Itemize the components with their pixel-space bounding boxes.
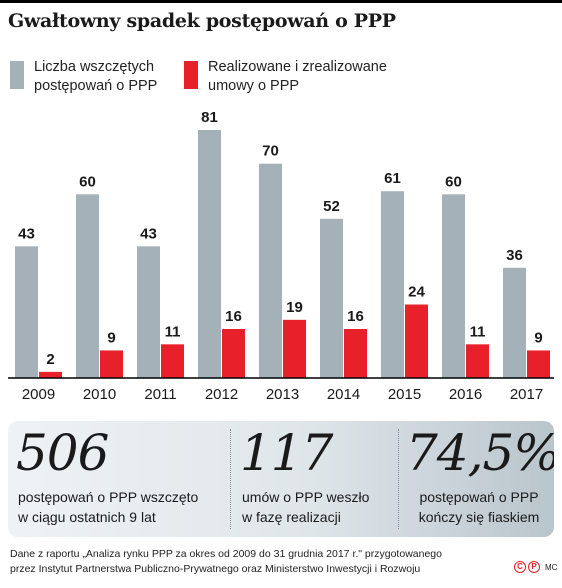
x-tick-label: 2017 — [510, 386, 543, 403]
source-line1: Dane z raportu „Analiza rynku PPP za okr… — [10, 548, 442, 560]
bar-initiated — [137, 246, 160, 378]
source-note: Dane z raportu „Analiza rynku PPP za okr… — [10, 547, 510, 577]
publisher-icon: P — [528, 561, 540, 573]
bar-realized — [405, 304, 428, 378]
stat-realized-total: 117 umów o PPP weszło w fazę realizacji — [232, 421, 394, 537]
data-label-realized: 16 — [347, 308, 364, 325]
bar-realized — [39, 371, 62, 378]
bar-initiated — [76, 194, 99, 378]
stat-caption-line2: kończy się fiaskiem — [418, 509, 540, 525]
bar-initiated — [15, 246, 38, 378]
data-label-realized: 16 — [225, 308, 242, 325]
stat-initiated-total: 506 postępowań o PPP wszczęto w ciągu os… — [8, 421, 226, 537]
data-label-initiated: 60 — [79, 173, 96, 190]
x-tick-label: 2013 — [266, 386, 299, 403]
data-label-initiated: 61 — [384, 170, 401, 187]
legend-item-realized: Realizowane i zrealizowane umowy o PPP — [184, 58, 474, 98]
legend-label-realized-line1: Realizowane i zrealizowane — [208, 59, 387, 75]
bar-initiated — [503, 267, 526, 378]
stat-value: 506 — [16, 424, 109, 482]
bar-initiated — [259, 163, 282, 378]
data-label-initiated: 36 — [506, 247, 523, 264]
bar-realized — [161, 344, 184, 378]
legend-swatch-realized — [184, 61, 198, 89]
source-line2: przez Instytut Partnerstwa Publiczno-Pry… — [10, 563, 421, 575]
legend-label-realized-line2: umowy o PPP — [208, 78, 300, 94]
x-tick-label: 2016 — [449, 386, 482, 403]
legend-label-realized: Realizowane i zrealizowane umowy o PPP — [208, 58, 387, 96]
chart-title: Gwałtowny spadek postępowań o PPP — [8, 10, 396, 32]
data-label-realized: 11 — [470, 323, 486, 340]
bar-realized — [100, 350, 123, 378]
data-label-realized: 9 — [107, 329, 115, 346]
stats-panel: 506 postępowań o PPP wszczęto w ciągu os… — [8, 421, 554, 537]
stat-failure-rate: 74,5% postępowań o PPP kończy się fiaski… — [400, 421, 554, 537]
bar-realized — [344, 329, 367, 378]
bar-realized — [527, 350, 550, 378]
bar-initiated — [198, 130, 221, 378]
stat-caption-line2: w ciągu ostatnich 9 lat — [18, 509, 156, 525]
bar-initiated — [442, 194, 465, 378]
x-tick-label: 2012 — [205, 386, 238, 403]
x-tick-label: 2010 — [83, 386, 116, 403]
credit: C P MC — [514, 560, 557, 574]
stat-caption-line1: postępowań o PPP wszczęto — [18, 489, 199, 505]
bar-initiated — [381, 191, 404, 378]
x-tick-label: 2015 — [388, 386, 421, 403]
data-label-realized: 2 — [46, 351, 54, 368]
legend-label-initiated-line1: Liczba wszczętych — [34, 59, 155, 75]
stat-value: 117 — [240, 424, 333, 482]
data-label-initiated: 43 — [18, 225, 35, 242]
stat-divider — [230, 429, 231, 529]
data-label-realized: 24 — [408, 284, 425, 301]
bar-realized — [222, 329, 245, 378]
stat-caption: postępowań o PPP kończy się fiaskiem — [404, 487, 554, 527]
bar-chart: 43 2 2009 60 9 2010 43 11 2011 81 16 2012 70 19 2013 52… — [8, 109, 554, 403]
legend-item-initiated: Liczba wszczętych postępowań o PPP — [10, 58, 210, 98]
stat-value: 74,5% — [406, 424, 554, 482]
stat-caption-line2: w fazę realizacji — [242, 509, 341, 525]
legend-label-initiated-line2: postępowań o PPP — [34, 78, 158, 94]
stat-caption: postępowań o PPP wszczęto w ciągu ostatn… — [18, 487, 198, 527]
data-label-realized: 19 — [286, 299, 303, 316]
data-label-realized: 9 — [534, 329, 542, 346]
data-label-initiated: 43 — [140, 225, 157, 242]
stat-caption-line1: postępowań o PPP — [419, 489, 539, 505]
data-label-initiated: 52 — [323, 198, 340, 215]
x-tick-label: 2009 — [22, 386, 55, 403]
copyright-icon: C — [514, 561, 526, 573]
data-label-realized: 11 — [165, 323, 181, 340]
stat-divider — [398, 429, 399, 529]
credit-author: MC — [545, 562, 558, 572]
data-label-initiated: 81 — [201, 109, 218, 126]
x-tick-label: 2014 — [327, 386, 360, 403]
stat-caption-line1: umów o PPP weszło — [242, 489, 370, 505]
bar-realized — [466, 344, 489, 378]
stat-caption: umów o PPP weszło w fazę realizacji — [242, 487, 369, 527]
legend-swatch-initiated — [10, 61, 24, 89]
bar-realized — [283, 319, 306, 378]
data-label-initiated: 60 — [445, 173, 462, 190]
data-label-initiated: 70 — [262, 143, 279, 160]
legend-label-initiated: Liczba wszczętych postępowań o PPP — [34, 58, 157, 96]
x-tick-label: 2011 — [144, 386, 176, 403]
top-rule — [0, 0, 562, 3]
bar-initiated — [320, 218, 343, 378]
